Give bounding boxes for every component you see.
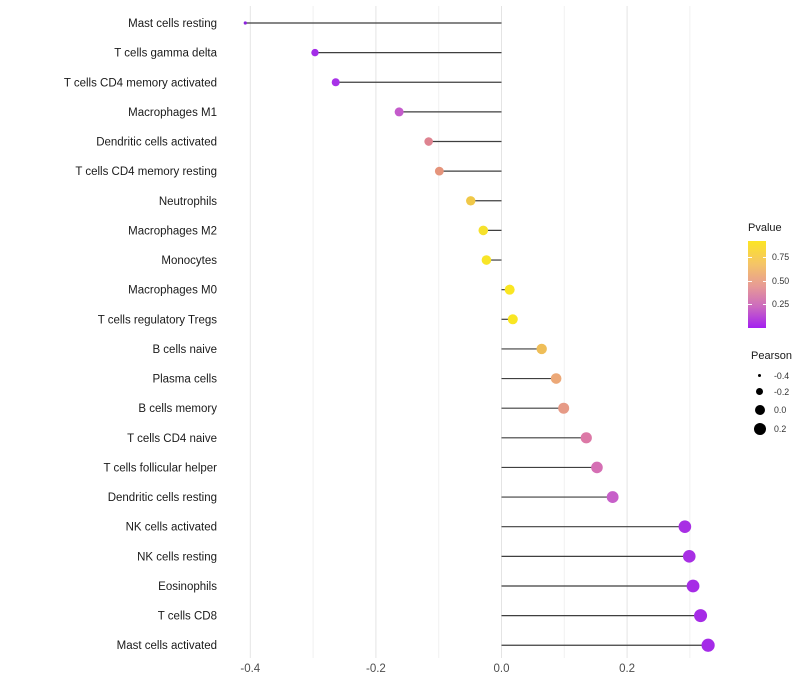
- lollipop-dot: [558, 402, 570, 414]
- y-axis-label: Plasma cells: [152, 374, 217, 386]
- y-axis-label: T cells follicular helper: [103, 462, 217, 474]
- y-axis-label: T cells CD8: [158, 611, 217, 623]
- pearson-legend-title: Pearson: [751, 350, 792, 362]
- lollipop-dot: [481, 255, 492, 265]
- pearson-legend-label: 0.0: [774, 404, 787, 415]
- pearson-legend-entry: 0.0: [751, 400, 792, 419]
- pvalue-tick-label: 0.25: [772, 299, 790, 309]
- y-axis-label: Macrophages M2: [128, 225, 217, 237]
- y-axis-label: Monocytes: [161, 255, 217, 267]
- y-axis-label: NK cells activated: [126, 522, 217, 534]
- lollipop-dot: [694, 609, 708, 623]
- pearson-size-dot-icon: [753, 423, 766, 435]
- lollipop-dot: [394, 107, 404, 117]
- legend-key-box: [751, 388, 768, 395]
- colorbar-tick-mark: [762, 257, 766, 258]
- pearson-size-dot-icon: [756, 388, 763, 395]
- y-axis-label: Dendritic cells resting: [108, 492, 217, 504]
- pearson-legend-label: -0.4: [774, 370, 790, 381]
- y-axis-label: T cells CD4 memory activated: [64, 77, 217, 89]
- y-axis-label: Macrophages M1: [128, 107, 217, 119]
- pearson-legend-label: -0.2: [774, 386, 790, 397]
- y-axis-label: B cells memory: [138, 403, 217, 415]
- colorbar-tick-mark: [748, 257, 752, 258]
- pearson-legend: Pearson -0.4 -0.2 0.0 0.2: [751, 350, 792, 439]
- pvalue-legend: Pvalue 0.75 0.50 0.25: [748, 222, 789, 328]
- y-axis-label: T cells gamma delta: [114, 48, 217, 60]
- lollipop-dot: [478, 225, 489, 236]
- lollipop-dot: [311, 48, 319, 57]
- y-axis-label: Eosinophils: [158, 581, 217, 593]
- lollipop-dot: [580, 432, 592, 444]
- lollipop-dot: [701, 638, 715, 652]
- y-axis-label: NK cells resting: [137, 551, 217, 563]
- y-axis-label: T cells CD4 memory resting: [75, 166, 217, 178]
- legend-key-box: [751, 423, 768, 435]
- colorbar-wrap: 0.75 0.50 0.25: [748, 241, 789, 328]
- lollipop-dot: [424, 137, 433, 146]
- y-axis-label: T cells regulatory Tregs: [98, 314, 218, 326]
- x-axis-tick-label: 0.2: [619, 663, 635, 675]
- legend-key-box: [751, 373, 768, 378]
- y-axis-label: Dendritic cells activated: [96, 137, 217, 149]
- pearson-legend-label: 0.2: [774, 424, 787, 434]
- colorbar-tick-mark: [748, 281, 752, 282]
- lollipop-dot: [550, 373, 562, 384]
- lollipop-dot: [243, 21, 247, 25]
- lollipop-dot: [466, 196, 476, 206]
- lollipop-dot: [682, 550, 696, 563]
- pearson-legend-entry: -0.2: [751, 383, 792, 400]
- lollipop-dot: [591, 461, 603, 474]
- x-axis-tick-label: -0.2: [366, 663, 386, 675]
- pvalue-tick-label: 0.50: [772, 276, 790, 286]
- lollipop-dot: [536, 343, 547, 355]
- colorbar-tick-mark: [762, 304, 766, 305]
- lollipop-dot: [434, 166, 444, 176]
- x-axis-tick-label: -0.4: [240, 663, 260, 675]
- pearson-legend-entry: -0.4: [751, 368, 792, 383]
- lollipop-dot: [606, 491, 619, 503]
- y-axis-label: B cells naive: [152, 344, 217, 356]
- y-axis-label: T cells CD4 naive: [127, 433, 217, 445]
- pvalue-tick-label: 0.75: [772, 252, 790, 262]
- lollipop-dot: [678, 520, 692, 534]
- lollipop-dot: [504, 284, 515, 295]
- y-axis-label: Mast cells activated: [117, 640, 217, 652]
- pvalue-legend-title: Pvalue: [748, 222, 782, 234]
- colorbar-tick-mark: [762, 281, 766, 282]
- y-axis-label: Neutrophils: [159, 196, 217, 208]
- pearson-size-dot-icon: [757, 373, 762, 378]
- pearson-legend-entry: 0.2: [751, 419, 792, 439]
- lollipop-dot: [507, 314, 518, 325]
- y-axis-label: Macrophages M0: [128, 285, 217, 297]
- pearson-size-dot-icon: [754, 404, 765, 415]
- lollipop-dot: [331, 78, 340, 87]
- x-axis-tick-label: 0.0: [494, 663, 510, 675]
- y-axis-label: Mast cells resting: [128, 18, 217, 30]
- pvalue-colorbar: [748, 241, 766, 328]
- lollipop-dot: [686, 579, 700, 593]
- legend-key-box: [751, 404, 768, 415]
- colorbar-tick-mark: [748, 304, 752, 305]
- pearson-entries: -0.4 -0.2 0.0 0.2: [751, 368, 792, 439]
